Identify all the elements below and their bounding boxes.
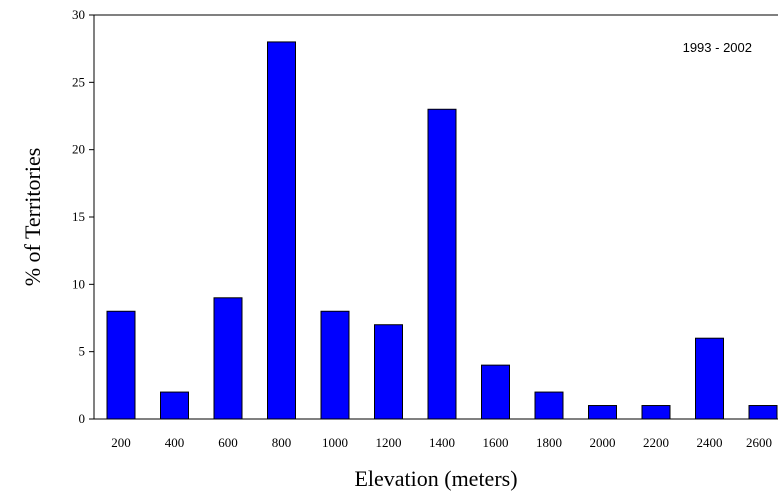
x-tick-label: 1600 (483, 435, 509, 450)
y-ticks-group: 0 5 10 15 20 25 30 (72, 7, 94, 426)
x-tick-label: 600 (218, 435, 238, 450)
bar-1400 (427, 108, 457, 420)
bar-2600 (748, 405, 778, 420)
bar-1800 (534, 391, 564, 420)
x-tick-label: 800 (272, 435, 292, 450)
y-tick-label: 20 (72, 142, 85, 157)
y-tick-label: 25 (72, 74, 85, 89)
x-axis-title: Elevation (meters) (354, 466, 517, 491)
bar-1200 (374, 324, 403, 420)
x-tick-label: 1000 (322, 435, 348, 450)
x-tick-label: 400 (165, 435, 185, 450)
bar-800 (267, 41, 296, 420)
x-tick-label: 2200 (643, 435, 669, 450)
x-tick-label: 1800 (536, 435, 562, 450)
y-tick-label: 5 (79, 344, 86, 359)
chart-annotation: 1993 - 2002 (683, 40, 752, 55)
bar-1000 (320, 310, 350, 420)
x-tick-label: 2600 (746, 435, 772, 450)
x-tick-label: 1400 (429, 435, 455, 450)
y-tick-label: 0 (79, 411, 86, 426)
y-tick-label: 15 (72, 209, 85, 224)
x-tick-label: 200 (111, 435, 131, 450)
y-axis-title: % of Territories (20, 148, 45, 287)
bar-2400 (695, 337, 724, 420)
bar-600 (213, 297, 243, 420)
bar-200 (106, 310, 136, 420)
bars-group (106, 41, 778, 420)
y-tick-label: 30 (72, 7, 85, 22)
bar-400 (160, 391, 189, 420)
x-ticks-group: 200 400 600 800 1000 1200 1400 1600 1800 2000 2200… (111, 435, 772, 450)
y-tick-label: 10 (72, 276, 85, 291)
bar-1600 (481, 364, 510, 420)
x-tick-label: 1200 (376, 435, 402, 450)
bar-2000 (588, 405, 617, 420)
bar-2200 (641, 405, 671, 420)
x-tick-label: 2400 (697, 435, 723, 450)
x-tick-label: 2000 (590, 435, 616, 450)
